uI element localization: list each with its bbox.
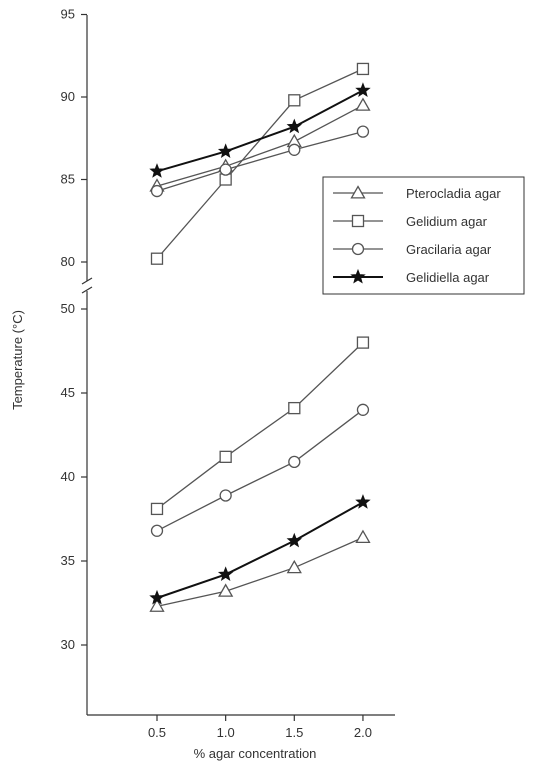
legend-item: Gelidium agar — [333, 214, 488, 229]
legend-item: Gracilaria agar — [333, 242, 492, 257]
x-tick-label: 0.5 — [148, 725, 166, 740]
legend-marker — [350, 185, 366, 199]
legend-marker — [351, 214, 365, 228]
y-tick-label: 35 — [61, 553, 75, 568]
series-line-lower — [156, 342, 364, 510]
x-tick-label: 1.5 — [285, 725, 303, 740]
y-tick-label: 50 — [61, 301, 75, 316]
series-group — [149, 62, 371, 612]
y-tick-label: 30 — [61, 637, 75, 652]
data-point — [219, 489, 232, 502]
y-tick-label: 40 — [61, 469, 75, 484]
series-gelidiella-agar — [149, 82, 371, 605]
legend-label: Gelidiella agar — [406, 270, 490, 285]
legend-marker — [351, 242, 365, 256]
x-tick-label: 1.0 — [217, 725, 235, 740]
data-point — [288, 94, 301, 107]
series-line-lower — [156, 409, 364, 532]
y-tick-label: 95 — [61, 7, 75, 22]
legend-label: Pterocladia agar — [406, 186, 501, 201]
data-point — [150, 252, 164, 265]
data-point — [286, 559, 302, 574]
series-pterocladia-agar — [149, 97, 371, 612]
x-tick-label: 2.0 — [354, 725, 372, 740]
data-point — [356, 403, 370, 416]
data-point — [355, 82, 371, 97]
y-tick-label: 80 — [61, 254, 75, 269]
data-point — [219, 450, 232, 463]
data-point — [149, 163, 165, 178]
y-axis-title: Temperature (°C) — [10, 310, 25, 410]
data-point — [355, 494, 371, 509]
data-point — [150, 184, 164, 198]
series-line-upper — [156, 130, 364, 192]
y-tick-label: 85 — [61, 172, 75, 187]
series-line-upper — [156, 104, 364, 187]
legend-marker — [350, 268, 366, 284]
data-point — [217, 143, 234, 159]
data-point — [288, 401, 301, 415]
data-point — [356, 336, 370, 349]
data-point — [356, 62, 370, 76]
data-point — [150, 502, 164, 516]
data-point — [150, 524, 164, 537]
x-axis-title: % agar concentration — [194, 746, 317, 761]
data-point — [218, 583, 234, 597]
y-tick-label: 90 — [61, 89, 75, 104]
series-line-lower — [156, 501, 364, 599]
data-point — [219, 163, 232, 176]
legend: Pterocladia agar Gelidium agar Gracilaria … — [322, 176, 525, 295]
data-point — [149, 598, 165, 612]
legend-item: Pterocladia agar — [333, 185, 501, 201]
series-gracilaria-agar — [150, 125, 370, 537]
data-point — [288, 143, 301, 156]
data-point — [355, 97, 371, 111]
legend-label: Gelidium agar — [406, 214, 488, 229]
series-line-lower — [156, 536, 364, 608]
y-tick-label: 45 — [61, 385, 75, 400]
axis-break-mark — [81, 286, 93, 294]
axes: 80 85 90 95 30 35 40 45 50 0.5 1.0 1.5 2.0 — [61, 7, 395, 740]
legend-item: Gelidiella agar — [333, 268, 490, 285]
data-point — [288, 455, 301, 469]
series-line-upper — [156, 89, 364, 173]
data-point — [286, 532, 303, 548]
data-point — [355, 529, 371, 544]
legend-label: Gracilaria agar — [406, 242, 492, 257]
data-point — [286, 118, 303, 134]
data-point — [217, 566, 234, 581]
data-point — [149, 589, 165, 605]
axis-break-mark — [81, 277, 93, 285]
data-point — [356, 125, 370, 138]
